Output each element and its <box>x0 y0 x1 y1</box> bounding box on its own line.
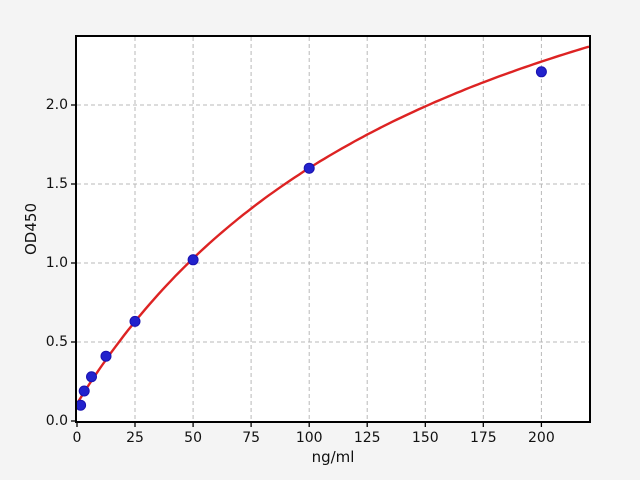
x-tick-label: 100 <box>295 430 323 446</box>
x-tick-label: 50 <box>184 430 203 446</box>
x-axis-title: ng/ml <box>311 448 355 466</box>
y-tick-label: 0.0 <box>45 413 68 429</box>
x-tick-label: 125 <box>353 430 381 446</box>
data-point <box>78 385 90 397</box>
data-point <box>100 350 112 362</box>
y-tick-label: 0.5 <box>45 333 68 350</box>
data-point <box>75 399 87 411</box>
data-point <box>535 66 547 78</box>
data-point <box>187 254 199 266</box>
x-tick-label: 75 <box>242 430 261 446</box>
data-point <box>303 162 315 174</box>
axis-spines <box>75 35 591 423</box>
x-tick-label: 150 <box>411 430 439 446</box>
plot-background <box>76 36 590 422</box>
fit-curve-line <box>77 45 589 405</box>
y-tick-label: 1.5 <box>45 175 68 192</box>
x-tick-label: 200 <box>528 430 555 446</box>
y-tick-label: 2.0 <box>45 96 68 113</box>
data-point <box>129 315 141 327</box>
x-tick-label: 0 <box>72 430 82 446</box>
y-axis-title: OD450 <box>22 203 40 255</box>
y-tick-label: 1.0 <box>45 254 68 271</box>
x-tick-label: 175 <box>469 430 497 446</box>
x-tick-label: 25 <box>126 430 144 446</box>
data-point <box>86 371 97 383</box>
